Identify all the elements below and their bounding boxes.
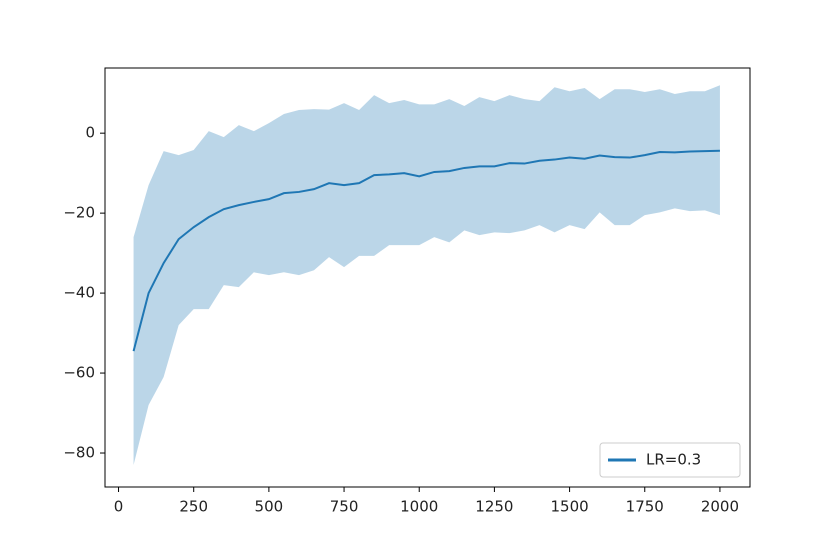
x-tick-label: 750 [330, 498, 359, 516]
y-tick-label: −20 [63, 204, 95, 222]
y-tick-label: −40 [63, 284, 95, 302]
confidence-band [133, 85, 720, 466]
legend-box [599, 442, 741, 478]
x-tick-label: 1750 [626, 498, 664, 516]
x-tick-label: 1500 [550, 498, 588, 516]
y-tick-label: 0 [85, 124, 95, 142]
x-tick-label: 0 [114, 498, 124, 516]
x-tick-label: 2000 [701, 498, 739, 516]
x-tick-label: 500 [255, 498, 284, 516]
plot-frame [104, 67, 751, 488]
x-tick-label: 1000 [400, 498, 438, 516]
line [132, 149, 720, 352]
y-tick-label: −60 [63, 364, 95, 382]
x-tick-label: 1250 [475, 498, 513, 516]
y-tick-label: −80 [63, 444, 95, 462]
legend-label: LR=0.3 [646, 451, 701, 469]
x-tick-label: 250 [179, 498, 208, 516]
